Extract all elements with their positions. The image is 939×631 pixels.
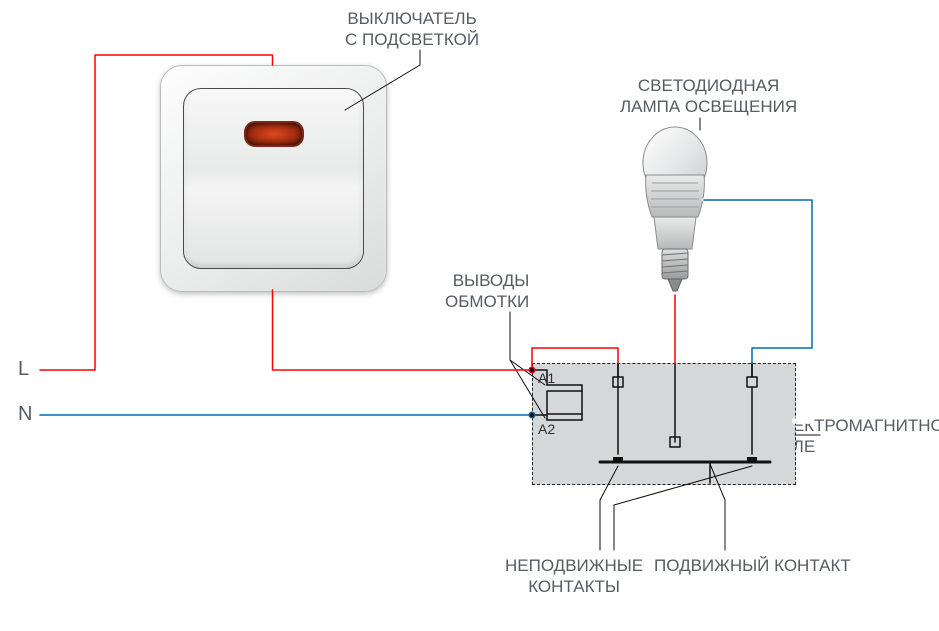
switch-indicator-lamp [244, 121, 304, 147]
wiring-diagram: A1A2 [0, 0, 939, 631]
label-moving-contact: ПОДВИЖНЫЙ КОНТАКТ [654, 555, 851, 576]
label-switch: ВЫКЛЮЧАТЕЛЬ С ПОДСВЕТКОЙ [345, 8, 479, 51]
label-coil: ВЫВОДЫ ОБМОТКИ [445, 270, 529, 313]
relay [532, 363, 796, 485]
terminal-N: N [18, 403, 32, 426]
led-bulb [640, 125, 710, 295]
terminal-L: L [18, 358, 29, 381]
label-fixed-contacts: НЕПОДВИЖНЫЕ КОНТАКТЫ [505, 555, 643, 598]
light-switch [160, 65, 387, 292]
switch-rocker [183, 88, 364, 269]
label-bulb: СВЕТОДИОДНАЯ ЛАМПА ОСВЕЩЕНИЯ [620, 75, 797, 118]
